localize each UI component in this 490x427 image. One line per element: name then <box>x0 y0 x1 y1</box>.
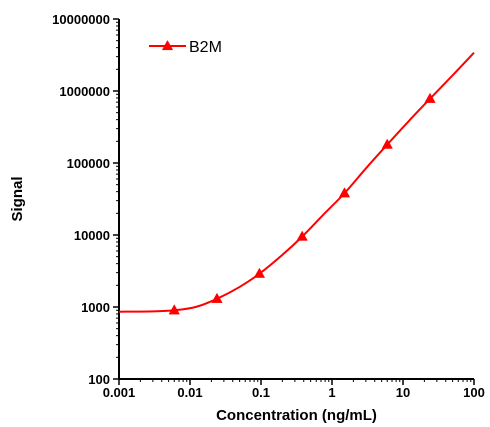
x-tick-label: 0.001 <box>103 385 136 400</box>
legend-label: B2M <box>189 39 222 56</box>
series-curve <box>118 52 475 313</box>
x-tick-label: 10 <box>396 385 410 400</box>
y-tick-label: 1000000 <box>59 84 110 99</box>
plot-series <box>118 52 475 315</box>
data-point-marker <box>381 138 393 149</box>
x-axis-title: Concentration (ng/mL) <box>216 407 377 424</box>
data-point-marker <box>338 187 351 198</box>
legend: B2M <box>149 39 222 56</box>
y-tick-label: 1000 <box>81 300 110 315</box>
y-tick-label: 10000000 <box>52 12 110 27</box>
x-tick-label: 1 <box>328 385 335 400</box>
x-tick-label: 0.01 <box>177 385 202 400</box>
data-point-marker <box>424 92 436 103</box>
x-tick-label: 0.1 <box>252 385 270 400</box>
legend-marker <box>161 39 174 51</box>
data-point-marker <box>253 267 266 278</box>
data-point-marker <box>296 230 308 241</box>
y-tick-label: 100 <box>88 372 110 387</box>
y-axis-title: Signal <box>9 176 26 221</box>
data-point-marker <box>211 292 223 303</box>
data-point-marker <box>168 304 180 315</box>
y-tick-label: 100000 <box>67 156 110 171</box>
y-tick-label: 10000 <box>74 228 110 243</box>
axes: 0.001 0.01 0.1 1 10 100 100 1000 10000 100000 1000… <box>52 12 485 400</box>
x-tick-label: 100 <box>463 385 485 400</box>
